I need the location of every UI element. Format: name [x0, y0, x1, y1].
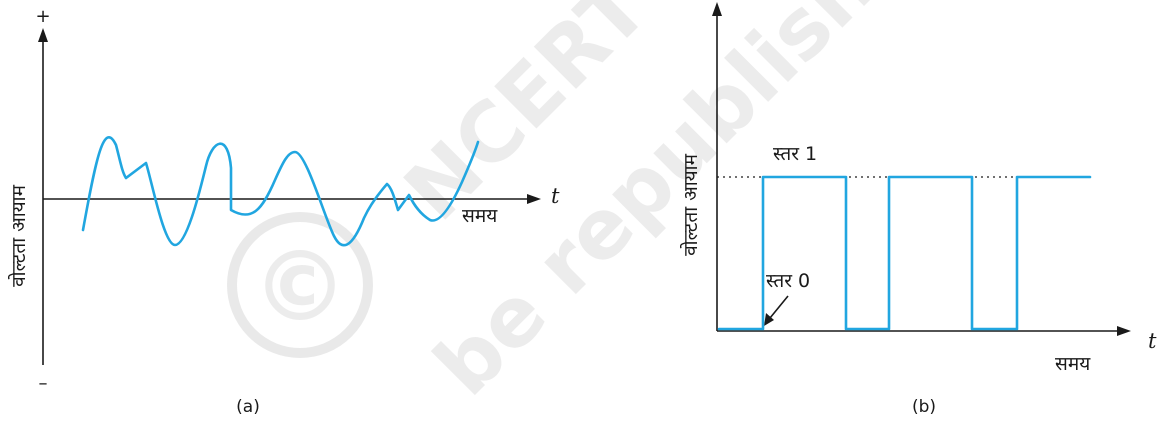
panel-b-level1-label: स्तर 1: [773, 143, 817, 165]
panel-a-minus-sign: –: [39, 373, 48, 394]
panel-a-caption: (a): [236, 397, 260, 417]
copyright-glyph: ©: [252, 231, 348, 343]
panel-a-y-axis-label: वोल्टता आयाम: [7, 184, 30, 286]
panel-b-y-axis-label: वोल्टता आयाम: [679, 153, 702, 255]
panel-b-x-arrowhead: [1117, 326, 1131, 336]
panel-b-caption: (b): [912, 397, 936, 417]
panel-b-x-variable: t: [1148, 329, 1157, 353]
panel-b-level0-label: स्तर 0: [766, 270, 810, 292]
panel-b-level0-pointer: [770, 296, 788, 318]
panel-b-digital-signal: [719, 177, 1090, 329]
panel-b-x-axis-label: समय: [1055, 353, 1091, 375]
panel-a-x-axis-label: समय: [462, 205, 498, 227]
panel-a-plus-sign: +: [35, 6, 50, 27]
watermark: © NCERT be republished: [232, 0, 974, 414]
panel-a-x-arrowhead: [527, 194, 541, 204]
panel-b-y-arrowhead: [712, 2, 722, 16]
panel-a-y-arrowhead: [38, 28, 48, 42]
panel-a-x-variable: t: [551, 184, 560, 208]
